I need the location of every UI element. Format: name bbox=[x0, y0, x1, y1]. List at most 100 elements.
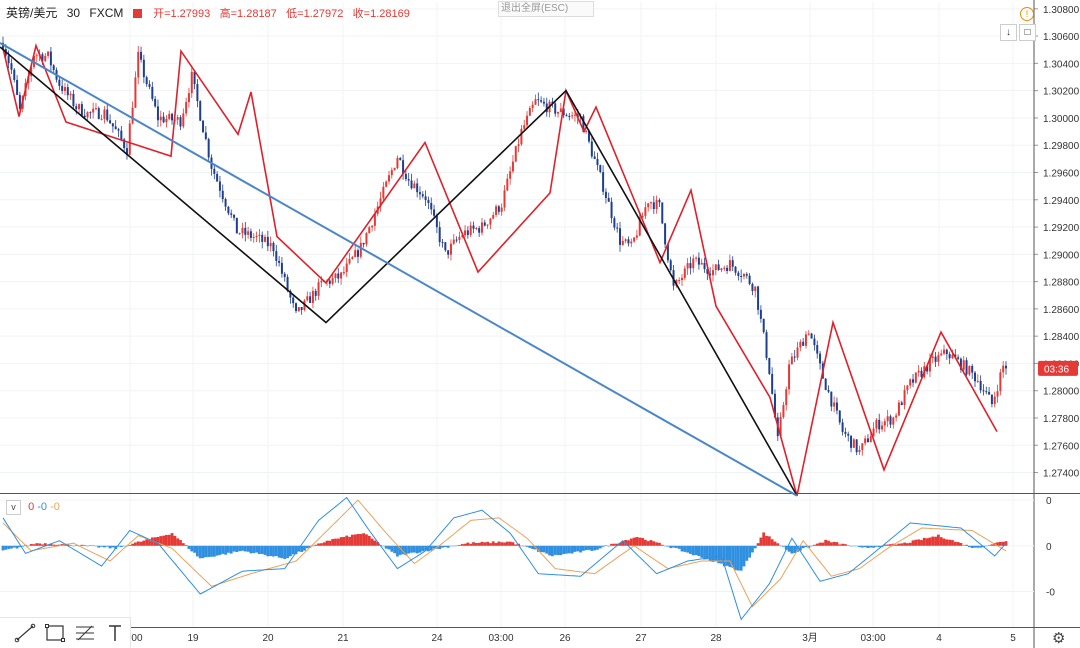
histogram-bar bbox=[641, 537, 644, 546]
candle-body bbox=[962, 360, 965, 370]
histogram-bar bbox=[29, 544, 33, 546]
zigzag-major-line[interactable] bbox=[0, 46, 798, 497]
histogram-bar bbox=[119, 545, 123, 547]
histogram-bar bbox=[677, 545, 681, 549]
histogram-bar bbox=[1001, 541, 1005, 546]
candle-body bbox=[269, 242, 272, 247]
histogram-bar bbox=[249, 545, 253, 554]
histogram-bar bbox=[412, 545, 416, 553]
candle-body bbox=[813, 338, 816, 346]
price-tick-label: 1.30200 bbox=[1043, 87, 1080, 98]
candle-body bbox=[582, 116, 585, 132]
histogram-bar bbox=[207, 545, 211, 557]
histogram-bar bbox=[52, 544, 56, 546]
candle-body bbox=[768, 357, 771, 374]
scroll-down-icon[interactable]: ↓ bbox=[1000, 24, 1017, 41]
symbol-name[interactable]: 英镑/美元 bbox=[6, 6, 58, 20]
candle-body bbox=[16, 79, 19, 95]
drawing-toolbar bbox=[0, 617, 131, 648]
histogram-bar bbox=[821, 542, 825, 546]
candle-body bbox=[745, 274, 748, 276]
candle-body bbox=[489, 218, 492, 225]
candle-body bbox=[664, 223, 667, 245]
candle-body bbox=[272, 242, 275, 252]
price-tick-label: 1.28000 bbox=[1043, 387, 1080, 398]
candle-body bbox=[881, 425, 884, 430]
candle-body bbox=[458, 236, 461, 240]
candle-body bbox=[621, 240, 624, 245]
histogram-bar bbox=[396, 545, 399, 557]
histogram-bar bbox=[365, 534, 368, 546]
candle-body bbox=[109, 120, 112, 124]
zigzag-minor-line[interactable] bbox=[2, 42, 998, 496]
histogram-bar bbox=[418, 545, 422, 553]
candle-body bbox=[416, 183, 419, 193]
candle-body bbox=[407, 179, 410, 181]
candle-body bbox=[63, 87, 66, 91]
alert-icon[interactable]: ! bbox=[1020, 7, 1034, 21]
text-tool-icon[interactable] bbox=[104, 623, 126, 643]
indicator-value-3: 0 bbox=[53, 501, 60, 513]
fullscreen-icon[interactable]: □ bbox=[1019, 24, 1036, 41]
histogram-bar bbox=[505, 541, 509, 546]
histogram-bar bbox=[883, 544, 887, 546]
interval-label[interactable]: 30 bbox=[66, 6, 81, 20]
histogram-bar bbox=[759, 537, 763, 546]
candle-body bbox=[506, 178, 509, 191]
histogram-bar bbox=[280, 545, 284, 559]
trend-line-tool-icon[interactable] bbox=[14, 623, 36, 643]
histogram-bar bbox=[708, 545, 712, 562]
histogram-bar bbox=[257, 545, 261, 554]
histogram-bar bbox=[94, 545, 98, 547]
candle-body bbox=[644, 207, 647, 216]
candle-body bbox=[373, 213, 376, 226]
histogram-bar bbox=[528, 545, 532, 548]
histogram-bar bbox=[618, 542, 622, 546]
candle-body bbox=[13, 69, 16, 80]
candle-body bbox=[647, 203, 650, 208]
time-tick-label: 24 bbox=[431, 633, 443, 644]
candle-body bbox=[311, 290, 314, 303]
candle-body bbox=[190, 71, 193, 94]
candle-body bbox=[833, 402, 836, 407]
exit-fullscreen-button[interactable]: 退出全屏(ESC) bbox=[498, 1, 594, 17]
histogram-bar bbox=[221, 545, 225, 554]
candle-body bbox=[807, 333, 810, 335]
histogram-bar bbox=[196, 545, 199, 557]
chevron-down-icon[interactable]: v bbox=[6, 500, 21, 515]
rectangle-tool-icon[interactable] bbox=[44, 623, 66, 643]
histogram-bar bbox=[689, 545, 692, 554]
candle-body bbox=[793, 356, 796, 358]
histogram-bar bbox=[483, 542, 487, 546]
candle-body bbox=[895, 415, 898, 418]
histogram-bar bbox=[72, 545, 75, 547]
candle-body bbox=[165, 118, 168, 123]
candle-body bbox=[788, 364, 791, 390]
price-tick-label: 1.28600 bbox=[1043, 305, 1080, 316]
histogram-bar bbox=[703, 545, 706, 560]
candle-body bbox=[613, 218, 616, 228]
candle-body bbox=[100, 118, 103, 120]
histogram-bar bbox=[7, 545, 11, 549]
histogram-bar bbox=[80, 544, 84, 546]
candle-body bbox=[466, 230, 469, 235]
trend-line[interactable] bbox=[0, 42, 798, 497]
histogram-bar bbox=[165, 534, 168, 546]
fibonacci-tool-icon[interactable] bbox=[74, 623, 96, 643]
candle-body bbox=[926, 366, 929, 372]
histogram-bar bbox=[1, 545, 5, 551]
histogram-bar bbox=[841, 543, 844, 546]
histogram-bar bbox=[914, 539, 918, 546]
histogram-bar bbox=[243, 545, 247, 552]
histogram-bar bbox=[615, 543, 619, 546]
histogram-bar bbox=[21, 545, 25, 547]
low-value: 低=1.27972 bbox=[286, 8, 344, 20]
price-tick-label: 1.30800 bbox=[1043, 5, 1080, 16]
histogram-bar bbox=[348, 536, 351, 546]
candle-body bbox=[151, 86, 154, 99]
histogram-bar bbox=[159, 536, 163, 546]
candle-body bbox=[526, 115, 529, 126]
gear-icon[interactable]: ⚙ bbox=[1052, 630, 1066, 647]
histogram-bar bbox=[756, 543, 760, 546]
